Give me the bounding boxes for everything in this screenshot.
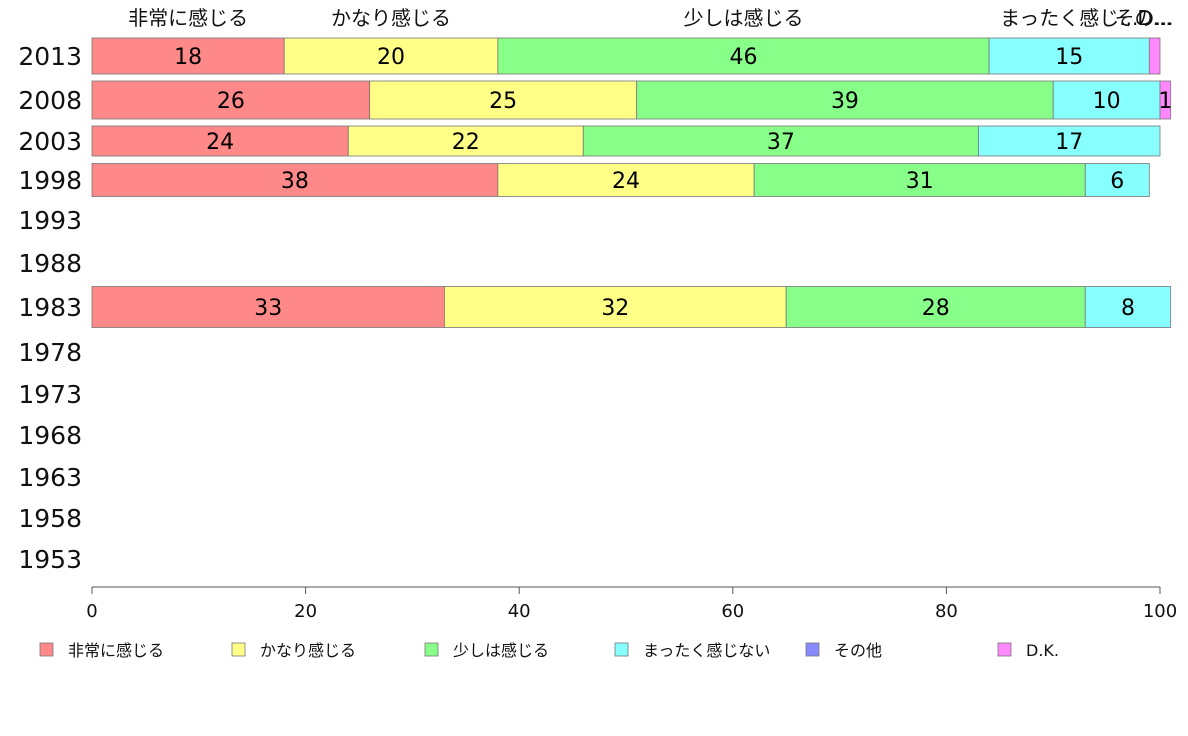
top-label: かなり感じる [331,6,451,30]
data-label: 25 [489,89,517,114]
bar-segment [1052,80,1161,120]
data-label: 15 [1055,45,1083,70]
x-axis: 0 20 40 60 80 100 [86,586,1177,622]
bar-segment [1148,37,1161,75]
top-label: D... [1137,6,1171,30]
data-label: 31 [906,169,934,194]
year-label: 1998 [18,166,82,195]
data-label: 32 [601,296,629,321]
legend-label: その他 [834,641,882,660]
year-label: 1968 [18,421,82,450]
legend-swatch [805,642,820,657]
data-label: 24 [206,130,234,155]
legend: 非常に感じる かなり感じる 少しは感じる まったく感じない その他 D.K. [39,641,1059,660]
bar-segment [785,286,1086,328]
data-label: 37 [767,130,795,155]
data-label: 46 [729,45,757,70]
legend-swatch [997,642,1012,657]
year-label: 1963 [18,463,82,492]
data-label: 6 [1110,169,1124,194]
bar-segment [347,125,584,157]
year-label: 2003 [18,127,82,156]
year-label: 1958 [18,504,82,533]
legend-label: まったく感じない [643,641,770,660]
bars: 18 20 46 15 26 25 39 10 1 24 22 37 17 38 24 31 6 33 32 28 8 [91,37,1172,328]
bar-segment [1159,80,1172,120]
bar-segment [978,125,1161,157]
bar-segment [91,163,499,197]
top-label: 非常に感じる [128,6,248,30]
bar-segment [988,37,1150,75]
year-label: 1983 [18,293,82,322]
bar-segment [91,286,445,328]
x-tick-label: 60 [721,601,744,622]
bar-segment [91,37,285,75]
bar-segment [497,163,755,197]
year-label: 2008 [18,86,82,115]
bar-segment [1084,163,1150,197]
data-label: 10 [1093,89,1121,114]
legend-swatch [39,642,54,657]
year-label: 1978 [18,338,82,367]
data-label: 33 [254,296,282,321]
x-tick-label: 100 [1143,601,1177,622]
x-tick-label: 0 [86,601,97,622]
bar-segment [91,80,371,120]
y-axis-labels: 2013 2008 2003 1998 1993 1988 1983 1978 1973 1968… [18,42,82,574]
data-label: 18 [174,45,202,70]
top-labels: 非常に感じる かなり感じる 少しは感じる まったく感じ...その...D... [128,6,1173,30]
bar-segment [1084,286,1172,328]
year-label: 1973 [18,380,82,409]
top-label: その... [1114,6,1173,30]
data-label: 20 [377,45,405,70]
legend-label: かなり感じる [260,641,356,660]
bar-segment [753,163,1086,197]
top-label: まったく感じ... [1000,6,1138,30]
legend-label: D.K. [1026,641,1059,660]
top-label: 少しは感じる [683,6,803,30]
data-label: 26 [217,89,245,114]
data-label: 22 [452,130,480,155]
bar-segment [444,286,787,328]
year-label: 1993 [18,206,82,235]
bar-segment [636,80,1054,120]
x-tick-label: 40 [508,601,531,622]
legend-swatch [231,642,246,657]
x-tick-label: 20 [294,601,317,622]
x-tick-label: 80 [935,601,958,622]
year-label: 1988 [18,249,82,278]
legend-swatch [424,642,439,657]
legend-swatch [614,642,629,657]
data-label: 28 [922,296,950,321]
data-label: 1 [1158,89,1172,114]
bar-segment [582,125,979,157]
data-label: 17 [1055,130,1083,155]
bar-segment [369,80,638,120]
year-label: 1953 [18,545,82,574]
data-label: 8 [1121,296,1135,321]
legend-label: 非常に感じる [68,641,164,660]
data-label: 24 [612,169,640,194]
legend-label: 少しは感じる [453,641,549,660]
data-label: 38 [281,169,309,194]
year-label: 2013 [18,42,82,71]
data-label: 39 [831,89,859,114]
